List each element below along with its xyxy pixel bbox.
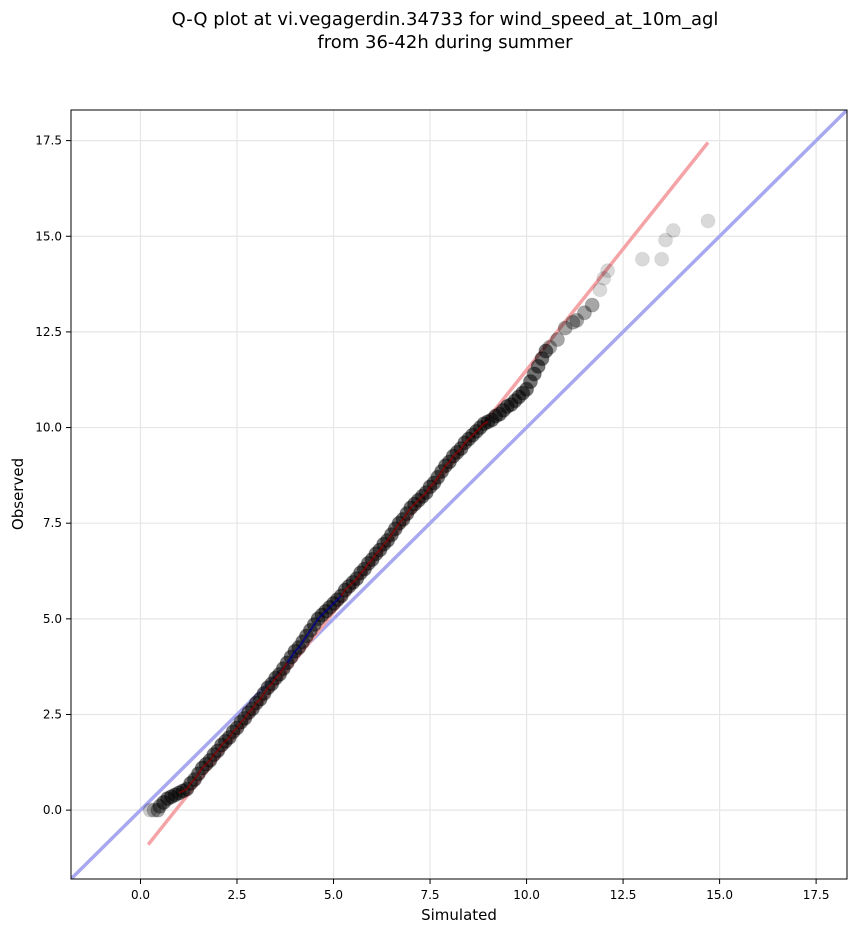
- y-tick-label: 2.5: [43, 707, 62, 721]
- fit-line-center: [178, 662, 289, 794]
- x-tick-label: 15.0: [706, 888, 733, 902]
- y-tick-label: 17.5: [35, 134, 62, 148]
- quantile-point: [542, 339, 558, 355]
- quantile-point: [654, 251, 670, 267]
- chart-title-line-2: from 36-42h during summer: [317, 32, 573, 53]
- quantile-point: [600, 263, 616, 279]
- x-tick-label: 5.0: [324, 888, 343, 902]
- quantile-point: [596, 270, 612, 286]
- fit-line-center: [340, 420, 489, 597]
- quantile-point: [584, 297, 600, 313]
- quantile-points: [142, 213, 716, 818]
- y-tick-label: 12.5: [35, 325, 62, 339]
- quantile-point: [142, 802, 158, 818]
- y-tick-label: 0.0: [43, 803, 62, 817]
- x-axis-label: Simulated: [421, 906, 497, 924]
- quantile-point: [576, 305, 592, 321]
- chart-title: Q-Q plot at vi.vegagerdin.34733 for wind…: [0, 8, 856, 54]
- grid: [71, 110, 847, 879]
- quantile-point: [658, 232, 674, 248]
- quantile-point: [146, 802, 162, 818]
- quantile-point: [549, 332, 565, 348]
- quantile-point: [538, 343, 554, 359]
- quantile-point: [565, 314, 581, 330]
- x-tick-label: 10.0: [513, 888, 540, 902]
- y-axis-label: Observed: [9, 458, 27, 530]
- quantile-point: [700, 213, 716, 229]
- quantile-point: [665, 223, 681, 239]
- quantile-point: [557, 320, 573, 336]
- x-tick-label: 12.5: [610, 888, 637, 902]
- identity-line: [71, 110, 847, 879]
- plot-frame: [70, 109, 848, 880]
- x-tick-label: 7.5: [420, 888, 439, 902]
- chart-title-line-1: Q-Q plot at vi.vegagerdin.34733 for wind…: [171, 9, 719, 30]
- identity-line-center: [286, 595, 342, 664]
- y-tick-label: 7.5: [43, 516, 62, 530]
- x-tick-label: 0.0: [131, 888, 150, 902]
- y-tick-label: 5.0: [43, 612, 62, 626]
- x-tick-label: 17.5: [803, 888, 830, 902]
- axis-ticks: 0.0 2.5 5.0 7.5 10.0 12.5 15.0 17.5 0.0 2.5 5.0 7.5…: [35, 134, 829, 902]
- quantile-point: [569, 312, 585, 328]
- quantile-point: [592, 282, 608, 298]
- reference-lines: [71, 110, 847, 879]
- y-tick-label: 10.0: [35, 421, 62, 435]
- y-tick-label: 15.0: [35, 229, 62, 243]
- x-tick-label: 2.5: [227, 888, 246, 902]
- quantile-point: [634, 251, 650, 267]
